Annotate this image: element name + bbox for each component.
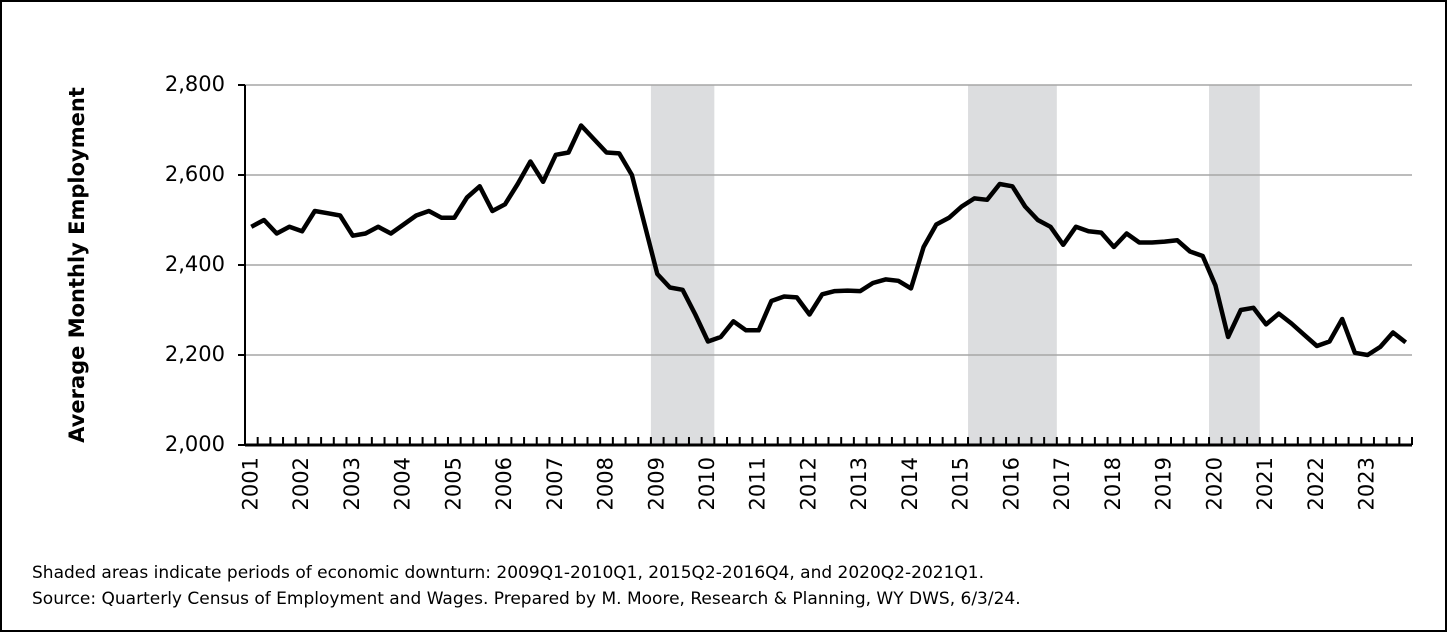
x-tick-label: 2008 — [594, 457, 618, 510]
x-tick-label: 2023 — [1355, 457, 1379, 510]
x-tick-label: 2012 — [796, 457, 820, 510]
x-tick-label: 2001 — [238, 457, 262, 510]
x-tick-label: 2004 — [391, 457, 415, 510]
x-tick-label: 2017 — [1050, 457, 1074, 510]
x-tick-label: 2011 — [746, 457, 770, 510]
y-tick-label: 2,800 — [165, 72, 225, 96]
x-tick-label: 2015 — [949, 457, 973, 510]
y-tick-label: 2,000 — [165, 432, 225, 456]
note: Shaded areas indicate periods of economi… — [32, 563, 984, 583]
x-tick-label: 2003 — [340, 457, 364, 510]
x-tick-label: 2002 — [289, 457, 313, 510]
x-tick-label: 2021 — [1253, 457, 1277, 510]
y-tick-label: 2,400 — [165, 252, 225, 276]
x-tick-label: 2016 — [999, 457, 1023, 510]
x-tick-label: 2006 — [492, 457, 516, 510]
line — [250, 123, 1408, 358]
x-tick-label: 2013 — [847, 457, 871, 510]
x-tick-label: 2020 — [1202, 457, 1226, 510]
y-tick-label: 2,600 — [165, 162, 225, 186]
x-tick-label: 2007 — [543, 457, 567, 510]
x-tick-label: 2018 — [1101, 457, 1125, 510]
x-tick-label: 2009 — [644, 457, 668, 510]
y-tick-label: 2,200 — [165, 342, 225, 366]
x-tick-label: 2005 — [441, 457, 465, 510]
x-tick-label: 2014 — [898, 457, 922, 510]
x-tick-label: 2010 — [695, 457, 719, 510]
y-axis-label: Average Monthly Employment — [65, 87, 89, 443]
x-tick-label: 2022 — [1304, 457, 1328, 510]
x-tick-label: 2019 — [1152, 457, 1176, 510]
note: Source: Quarterly Census of Employment a… — [32, 589, 1021, 609]
